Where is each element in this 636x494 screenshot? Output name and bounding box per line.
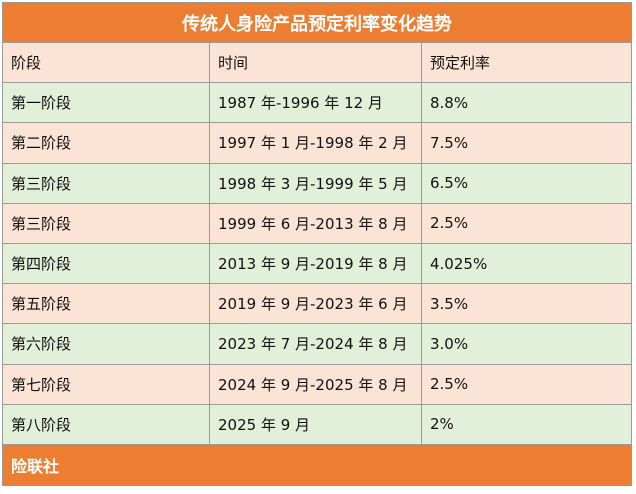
rate-cell: 2% (430, 415, 454, 434)
time-cell: 1998 年 3 月-1999 年 5 月 (210, 163, 422, 203)
stage-cell: 第三阶段 (3, 163, 210, 203)
time-cell: 2019 年 9 月-2023 年 6 月 (210, 284, 422, 324)
table-row: 第五阶段 2019 年 9 月-2023 年 6 月 3.5% (3, 284, 631, 325)
stage-cell: 第一阶段 (3, 83, 210, 123)
time-cell: 1987 年-1996 年 12 月 (210, 83, 422, 123)
table-title: 传统人身险产品预定利率变化趋势 (3, 3, 631, 43)
table-row: 第一阶段 1987 年-1996 年 12 月 8.8% (3, 83, 631, 124)
rate-cell: 2.5% (430, 214, 469, 233)
table-header-row: 阶段 时间 预定利率 (3, 43, 631, 84)
time-cell: 2024 年 9 月-2025 年 8 月 (210, 364, 422, 404)
table-row: 第三阶段 1998 年 3 月-1999 年 5 月 6.5% (3, 163, 631, 204)
rate-cell: 4.025% (430, 254, 488, 273)
stage-cell: 第三阶段 (3, 203, 210, 243)
rate-cell: 6.5% (430, 174, 469, 193)
time-cell: 1999 年 6 月-2013 年 8 月 (210, 203, 422, 243)
table-row: 第二阶段 1997 年 1 月-1998 年 2 月 7.5% (3, 123, 631, 164)
stage-cell: 第六阶段 (3, 324, 210, 364)
rate-cell: 8.8% (430, 93, 469, 112)
time-cell: 2025 年 9 月 (210, 404, 422, 444)
stage-cell: 第二阶段 (3, 123, 210, 163)
table-row: 第三阶段 1999 年 6 月-2013 年 8 月 2.5% (3, 203, 631, 244)
header-stage: 阶段 (3, 43, 210, 83)
time-cell: 2023 年 7 月-2024 年 8 月 (210, 324, 422, 364)
table-row: 第四阶段 2013 年 9 月-2019 年 8 月 4.025% (3, 243, 631, 285)
rate-cell: 2.5% (430, 375, 469, 394)
rate-cell: 3.0% (430, 334, 469, 353)
stage-cell: 第四阶段 (3, 243, 210, 284)
header-time: 时间 (210, 43, 422, 83)
table-row: 第六阶段 2023 年 7 月-2024 年 8 月 3.0% (3, 324, 631, 365)
header-rate: 预定利率 (430, 54, 491, 73)
stage-cell: 第八阶段 (3, 404, 210, 444)
time-cell: 1997 年 1 月-1998 年 2 月 (210, 123, 422, 163)
stage-cell: 第七阶段 (3, 364, 210, 404)
rate-cell: 3.5% (430, 294, 469, 313)
table-row: 第七阶段 2024 年 9 月-2025 年 8 月 2.5% (3, 364, 631, 405)
rate-cell: 7.5% (430, 133, 469, 152)
table-footer-source: 险联社 (3, 444, 631, 485)
time-cell: 2013 年 9 月-2019 年 8 月 (210, 243, 422, 284)
stage-cell: 第五阶段 (3, 284, 210, 324)
rate-table: 传统人身险产品预定利率变化趋势 阶段 时间 预定利率 第一阶段 1987 年-1… (2, 2, 632, 486)
table-row: 第八阶段 2025 年 9 月 2% (3, 404, 631, 445)
